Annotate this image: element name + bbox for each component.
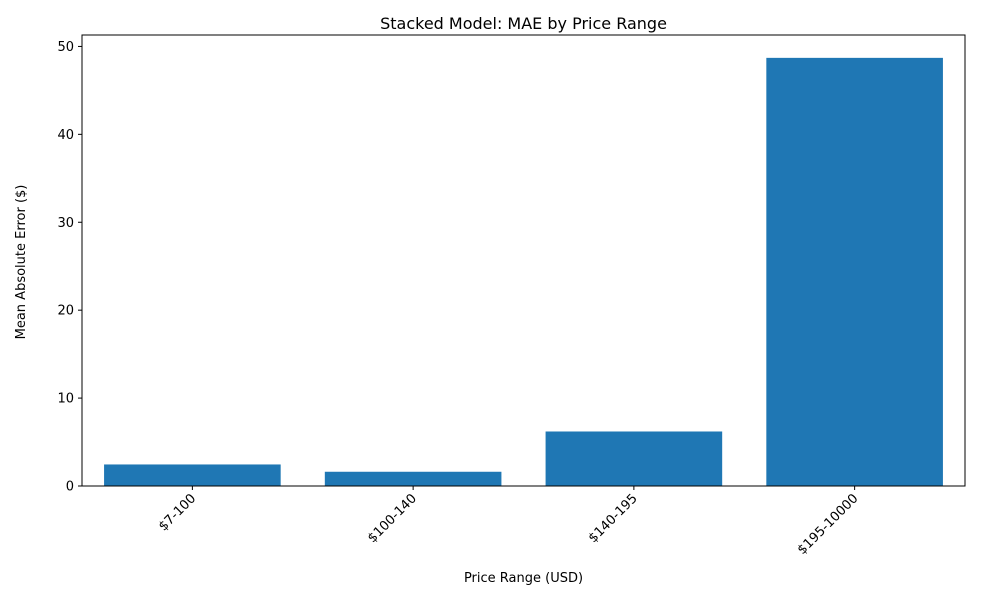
y-axis-label: Mean Absolute Error ($): [14, 185, 29, 340]
x-axis-label: Price Range (USD): [464, 571, 583, 586]
bar-0: [104, 464, 281, 486]
bar-2: [545, 431, 723, 486]
y-tick-label-0: 0: [66, 480, 74, 495]
bar-1: [324, 471, 502, 486]
y-tick-label-2: 20: [57, 304, 74, 319]
chart-title: Stacked Model: MAE by Price Range: [380, 14, 667, 33]
y-tick-label-3: 30: [57, 216, 74, 231]
y-tick-label-5: 50: [57, 40, 74, 55]
bar-3: [766, 57, 943, 487]
axes-frame: [81, 34, 966, 487]
y-tick-label-4: 40: [57, 128, 74, 143]
y-tick-label-1: 10: [57, 392, 74, 407]
